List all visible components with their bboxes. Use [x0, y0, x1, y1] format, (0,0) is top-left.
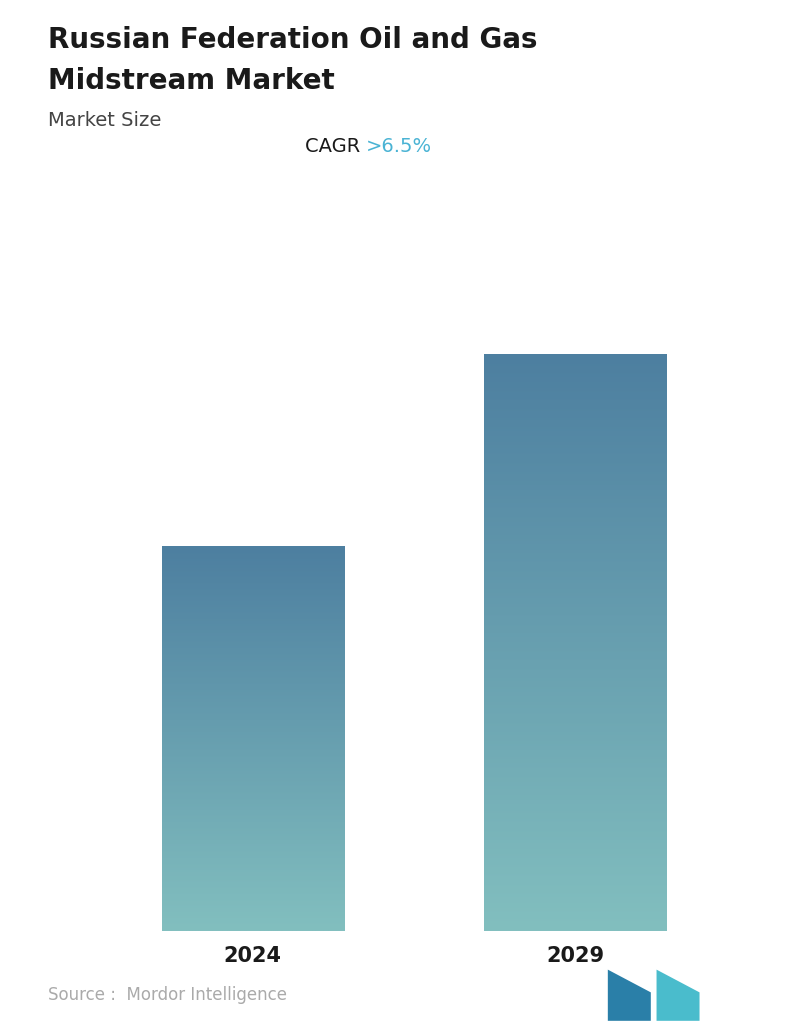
Text: Source :  Mordor Intelligence: Source : Mordor Intelligence	[48, 985, 287, 1004]
Text: Midstream Market: Midstream Market	[48, 67, 334, 95]
Text: Market Size: Market Size	[48, 111, 161, 129]
Text: Russian Federation Oil and Gas: Russian Federation Oil and Gas	[48, 26, 537, 54]
Polygon shape	[657, 970, 700, 1021]
Polygon shape	[608, 970, 651, 1021]
Text: CAGR: CAGR	[305, 138, 366, 156]
Text: 2024: 2024	[224, 946, 282, 966]
Text: 2029: 2029	[546, 946, 604, 966]
Text: >6.5%: >6.5%	[366, 138, 432, 156]
